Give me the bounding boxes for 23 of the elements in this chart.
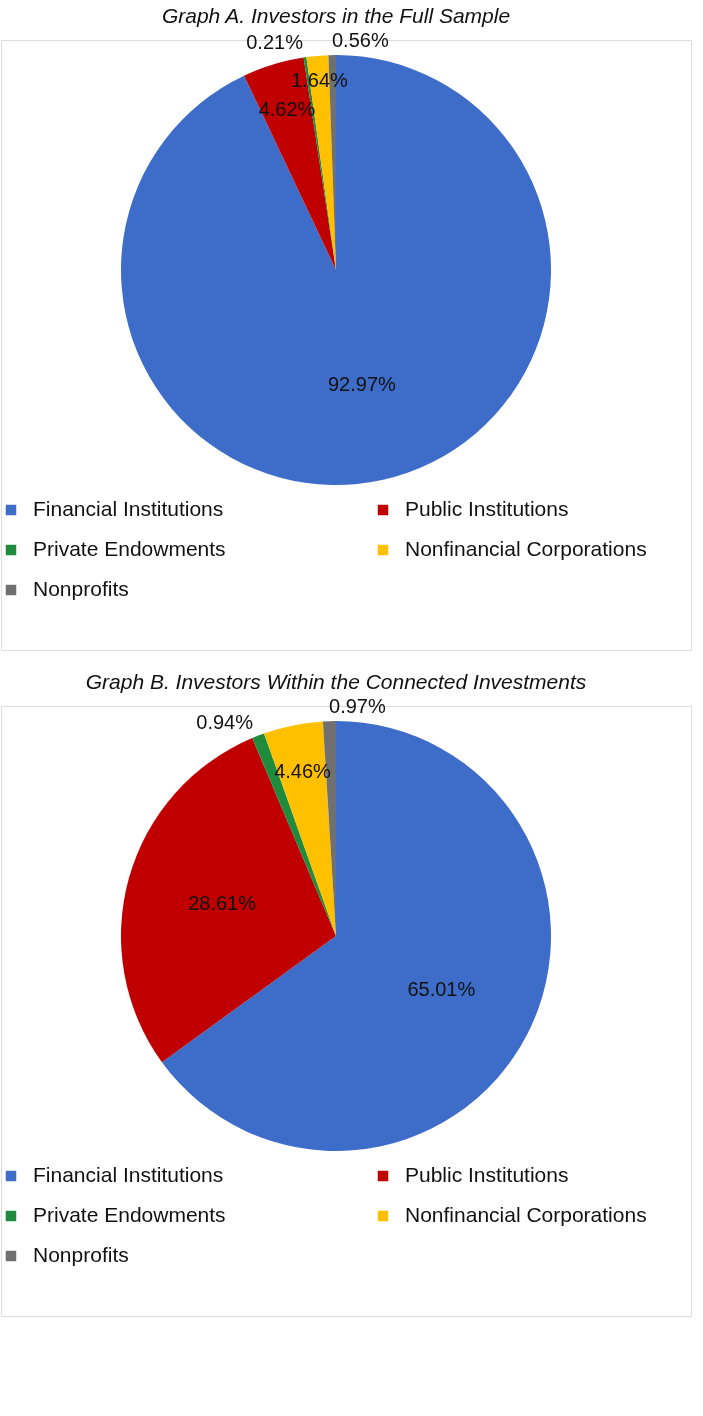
legend-label: Private Endowments [33, 1203, 226, 1226]
data-label: 0.56% [331, 29, 389, 52]
pie-slice [121, 55, 551, 485]
data-label: 1.64% [291, 68, 349, 91]
data-label: 0.94% [196, 710, 254, 733]
pie-slice [264, 721, 336, 936]
legend-label: Nonfinancial Corporations [405, 1203, 647, 1226]
data-label: 0.21% [246, 31, 304, 54]
data-label: 28.61% [188, 892, 257, 915]
chart-title: Graph B. Investors Within the Connected Investments [85, 670, 587, 694]
data-label: 92.97% [327, 373, 397, 396]
legend-label: Nonfinancial Corporations [405, 537, 647, 560]
legend-label: Financial Institutions [33, 1163, 224, 1186]
legend-label: Public Institutions [405, 497, 569, 520]
legend-label: Financial Institutions [33, 497, 224, 520]
data-label: 0.97% [329, 695, 386, 718]
legend-label: Nonprofits [33, 577, 129, 600]
legend-label: Public Institutions [405, 1163, 569, 1186]
legend-label: Private Endowments [33, 537, 226, 560]
chart-title: Graph A. Investors in the Full Sample [161, 4, 511, 28]
data-label: 65.01% [407, 977, 476, 1000]
pie-slice [121, 738, 336, 1063]
legend-label: Nonprofits [33, 1243, 129, 1266]
